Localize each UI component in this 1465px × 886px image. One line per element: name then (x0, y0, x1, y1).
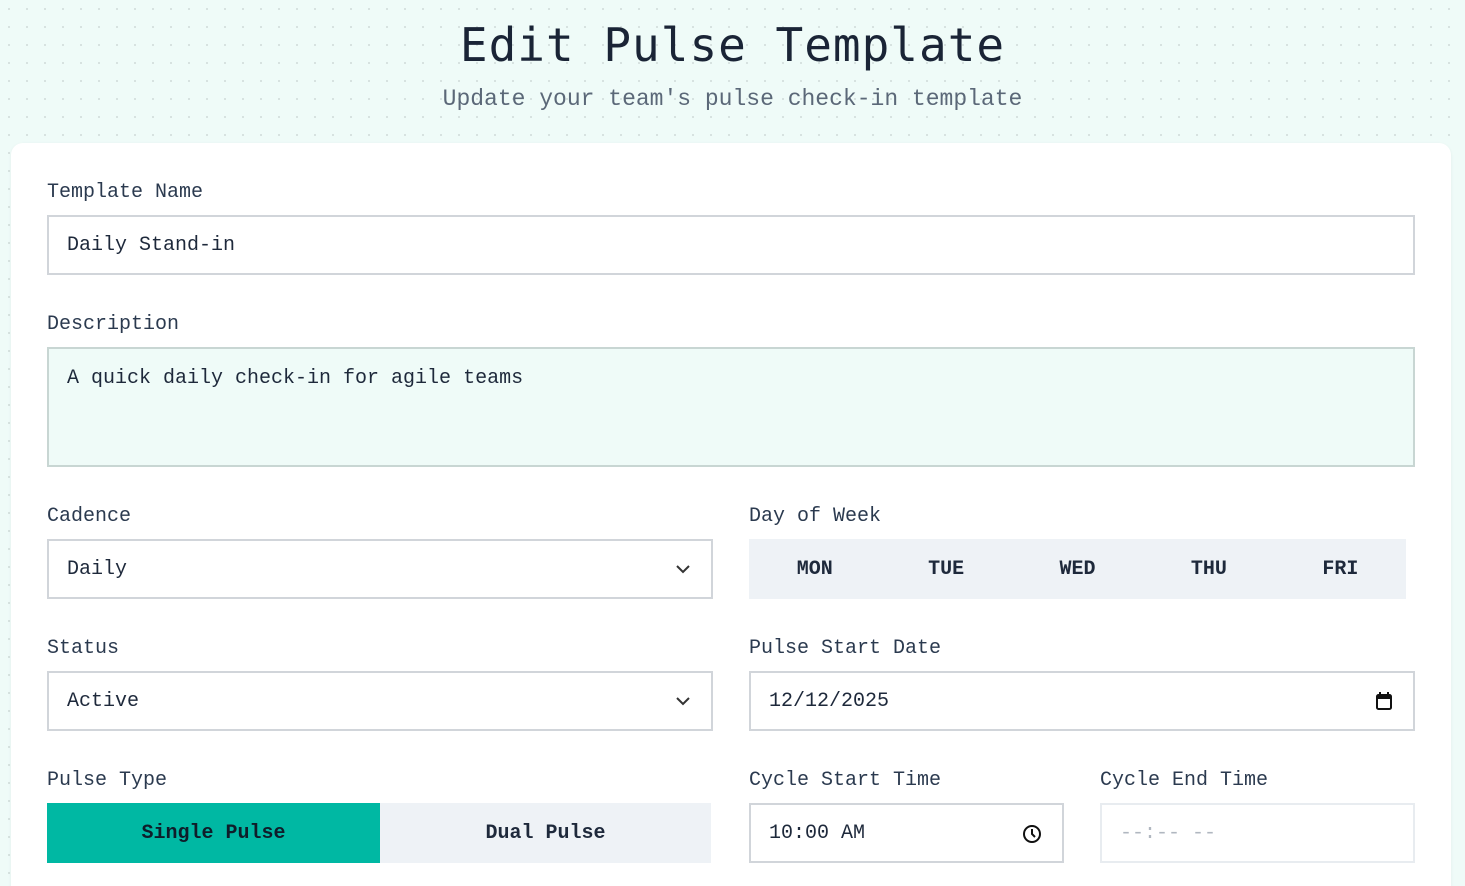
pulse-type-dual-button[interactable]: Dual Pulse (380, 803, 711, 863)
pulse-type-label: Pulse Type (47, 769, 168, 792)
clock-icon[interactable] (1022, 824, 1042, 844)
chevron-down-icon (676, 565, 690, 574)
day-mon[interactable]: MON (796, 557, 833, 581)
cadence-label: Cadence (47, 505, 132, 528)
day-wed[interactable]: WED (1059, 557, 1096, 581)
template-name-input[interactable]: Daily Stand-in (47, 215, 1415, 275)
description-textarea[interactable]: A quick daily check-in for agile teams (47, 347, 1415, 467)
day-of-week-selector: MON TUE WED THU FRI (749, 539, 1406, 599)
template-name-label: Template Name (47, 181, 204, 204)
day-fri[interactable]: FRI (1322, 557, 1359, 581)
day-thu[interactable]: THU (1190, 557, 1227, 581)
cadence-value: Daily (67, 557, 128, 581)
pulse-start-date-label: Pulse Start Date (749, 637, 942, 660)
calendar-icon[interactable] (1375, 691, 1393, 711)
cycle-start-time-label: Cycle Start Time (749, 769, 942, 792)
status-select[interactable]: Active (47, 671, 713, 731)
chevron-down-icon (676, 697, 690, 706)
cycle-start-time-value: 10:00 AM (769, 821, 866, 845)
status-label: Status (47, 637, 120, 660)
form-card: Template Name Daily Stand-in Description… (11, 143, 1451, 886)
cadence-select[interactable]: Daily (47, 539, 713, 599)
page-header: Edit Pulse Template Update your team's p… (0, 18, 1465, 112)
cycle-start-time-input[interactable]: 10:00 AM (749, 803, 1064, 863)
pulse-start-date-value: 12/12/2025 (769, 689, 890, 713)
page-title: Edit Pulse Template (459, 18, 1006, 72)
pulse-start-date-input[interactable]: 12/12/2025 (749, 671, 1415, 731)
day-tue[interactable]: TUE (928, 557, 965, 581)
cycle-end-time-label: Cycle End Time (1100, 769, 1269, 792)
status-value: Active (67, 689, 140, 713)
page-subtitle: Update your team's pulse check-in templa… (442, 86, 1023, 112)
pulse-type-single-button[interactable]: Single Pulse (47, 803, 380, 863)
day-of-week-label: Day of Week (749, 505, 882, 528)
cycle-end-time-input[interactable]: --:-- -- (1100, 803, 1415, 863)
description-label: Description (47, 313, 180, 336)
